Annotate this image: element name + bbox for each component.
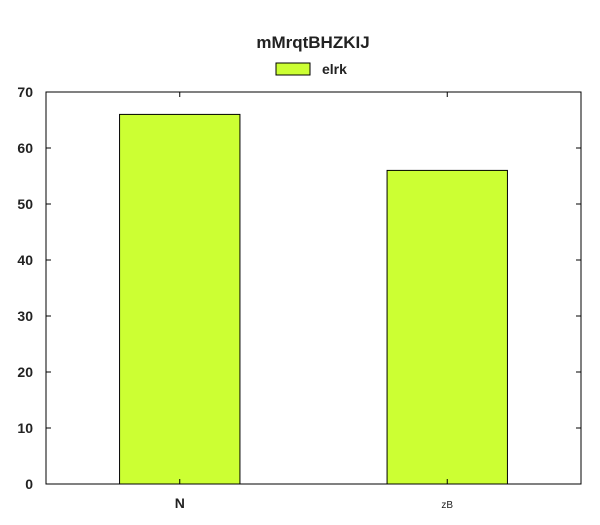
y-tick-label: 50 bbox=[17, 196, 33, 212]
plot-frame bbox=[45, 91, 582, 485]
legend: elrk bbox=[275, 61, 347, 77]
legend-swatch bbox=[275, 62, 311, 76]
bar-n bbox=[119, 113, 241, 485]
y-tick-label: 40 bbox=[17, 252, 33, 268]
y-tick-label: 30 bbox=[17, 308, 33, 324]
y-tick-label: 20 bbox=[17, 364, 33, 380]
y-tick-label: 10 bbox=[17, 420, 33, 436]
y-axis: 0 10 20 30 40 50 60 70 bbox=[17, 84, 581, 492]
y-tick-label: 60 bbox=[17, 140, 33, 156]
chart-title: mMrqtBHZKIJ bbox=[256, 33, 369, 52]
x-tick-label: zB bbox=[441, 500, 453, 511]
x-tick-label: N bbox=[175, 495, 185, 511]
bars-group bbox=[119, 113, 508, 485]
legend-label: elrk bbox=[322, 61, 347, 77]
y-tick-label: 70 bbox=[17, 84, 33, 100]
bar-zb bbox=[386, 169, 508, 485]
y-tick-label: 0 bbox=[25, 476, 33, 492]
